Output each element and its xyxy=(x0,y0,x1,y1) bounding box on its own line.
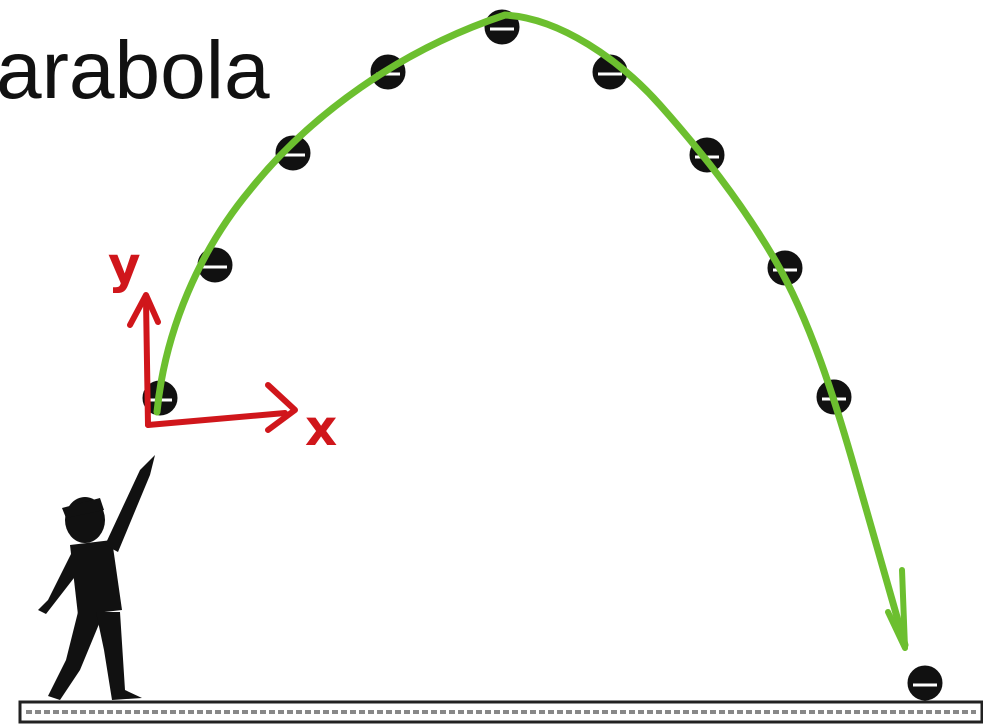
y-label: y xyxy=(108,236,141,294)
y-axis xyxy=(146,300,148,425)
ball xyxy=(908,666,942,700)
ground xyxy=(20,702,982,722)
title: arabola xyxy=(0,25,270,116)
page: arabola xyxy=(0,0,983,727)
x-label: x xyxy=(305,399,337,457)
diagram: arabola xyxy=(0,0,983,727)
